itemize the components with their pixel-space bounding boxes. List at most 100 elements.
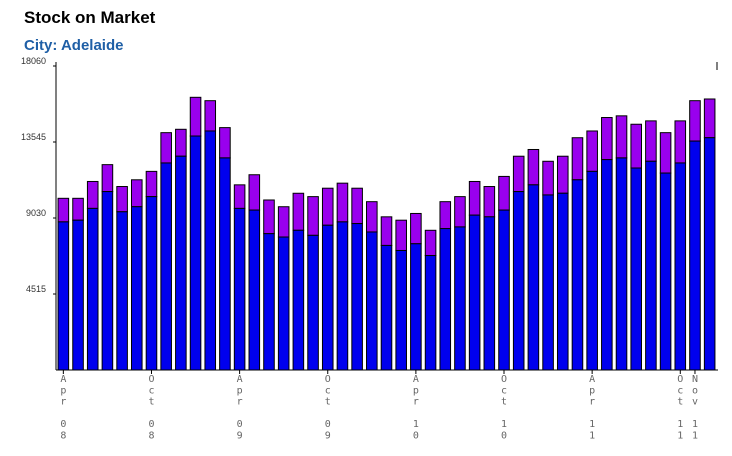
bar-upper-segment	[512, 155, 525, 193]
bar-lower-segment	[336, 221, 349, 371]
bar-upper-segment	[689, 100, 701, 142]
bar-upper-segment	[175, 128, 187, 157]
bar-upper-segment	[72, 197, 84, 221]
bar-lower-segment	[630, 167, 642, 371]
bar-upper-segment	[615, 115, 628, 159]
bar-upper-segment	[131, 179, 143, 208]
bar-upper-segment	[204, 100, 217, 132]
bar-lower-segment	[645, 160, 657, 371]
y-tick-label: 13545	[21, 132, 46, 142]
bar-lower-segment	[689, 140, 701, 371]
bar-lower-segment	[424, 255, 437, 371]
bar-upper-segment	[410, 212, 422, 245]
bar-lower-segment	[483, 216, 496, 371]
bar-lower-segment	[410, 243, 422, 371]
bar-upper-segment	[248, 174, 261, 211]
bar-lower-segment	[468, 214, 481, 371]
bar-lower-segment	[131, 206, 143, 371]
bar-lower-segment	[512, 191, 525, 371]
bar-lower-segment	[307, 234, 319, 371]
bar-upper-segment	[233, 184, 246, 209]
bar-lower-segment	[586, 170, 598, 371]
bar-lower-segment	[395, 249, 407, 371]
bar-upper-segment	[703, 98, 716, 139]
bar-lower-segment	[219, 157, 231, 371]
bar-lower-segment	[615, 157, 628, 371]
bar-upper-segment	[380, 216, 393, 246]
bar-lower-segment	[659, 172, 672, 371]
bar-lower-segment	[145, 196, 158, 371]
bar-lower-segment	[454, 226, 466, 371]
bar-lower-segment	[380, 244, 393, 371]
bar-upper-segment	[160, 132, 172, 164]
bar-lower-segment	[542, 194, 554, 371]
bar-lower-segment	[233, 207, 246, 371]
bar-lower-segment	[263, 233, 275, 371]
bar-upper-segment	[336, 182, 349, 223]
bar-upper-segment	[395, 219, 407, 251]
bar-upper-segment	[366, 201, 378, 233]
bar-lower-segment	[292, 229, 305, 371]
bar-lower-segment	[674, 162, 687, 371]
bar-upper-segment	[424, 229, 437, 257]
bars-layer	[57, 96, 716, 371]
bar-upper-segment	[454, 196, 466, 228]
bar-lower-segment	[116, 211, 128, 371]
bar-lower-segment	[601, 159, 613, 371]
bar-lower-segment	[175, 155, 187, 371]
bar-upper-segment	[219, 127, 231, 159]
bar-lower-segment	[351, 223, 363, 371]
y-tick-label: 9030	[26, 208, 46, 218]
bar-upper-segment	[659, 132, 672, 174]
bar-upper-segment	[189, 96, 202, 137]
bar-upper-segment	[468, 180, 481, 216]
bar-lower-segment	[160, 162, 172, 371]
bar-lower-segment	[527, 184, 540, 371]
bar-lower-segment	[439, 228, 452, 371]
bar-upper-segment	[439, 201, 452, 230]
bar-upper-segment	[498, 175, 510, 211]
bar-upper-segment	[351, 187, 363, 225]
bar-upper-segment	[586, 130, 598, 172]
y-tick-label: 4515	[26, 284, 46, 294]
chart-title: Stock on Market	[24, 8, 156, 27]
bar-lower-segment	[321, 224, 334, 371]
bar-lower-segment	[277, 236, 290, 371]
bar-upper-segment	[542, 160, 554, 196]
bar-upper-segment	[674, 120, 687, 164]
bar-upper-segment	[645, 120, 657, 162]
bar-upper-segment	[263, 199, 275, 235]
bar-upper-segment	[292, 192, 305, 231]
bar-lower-segment	[366, 231, 378, 371]
bar-upper-segment	[277, 206, 290, 238]
bar-upper-segment	[86, 180, 99, 209]
bar-upper-segment	[101, 164, 114, 193]
bar-lower-segment	[498, 209, 510, 371]
y-tick-label: 18060	[21, 56, 46, 66]
bar-lower-segment	[248, 209, 261, 371]
city-subtitle: City: Adelaide	[24, 37, 124, 54]
bar-upper-segment	[527, 148, 540, 186]
bar-lower-segment	[703, 137, 716, 371]
bar-upper-segment	[483, 186, 496, 218]
bar-lower-segment	[101, 191, 114, 371]
bar-lower-segment	[571, 179, 584, 371]
y-axis-ticks: 18060 13545 9030 4515	[21, 56, 56, 295]
bar-upper-segment	[307, 196, 319, 236]
bar-upper-segment	[630, 123, 642, 169]
bar-upper-segment	[145, 170, 158, 198]
bar-lower-segment	[204, 130, 217, 371]
bar-upper-segment	[116, 186, 128, 213]
bar-lower-segment	[86, 207, 99, 371]
